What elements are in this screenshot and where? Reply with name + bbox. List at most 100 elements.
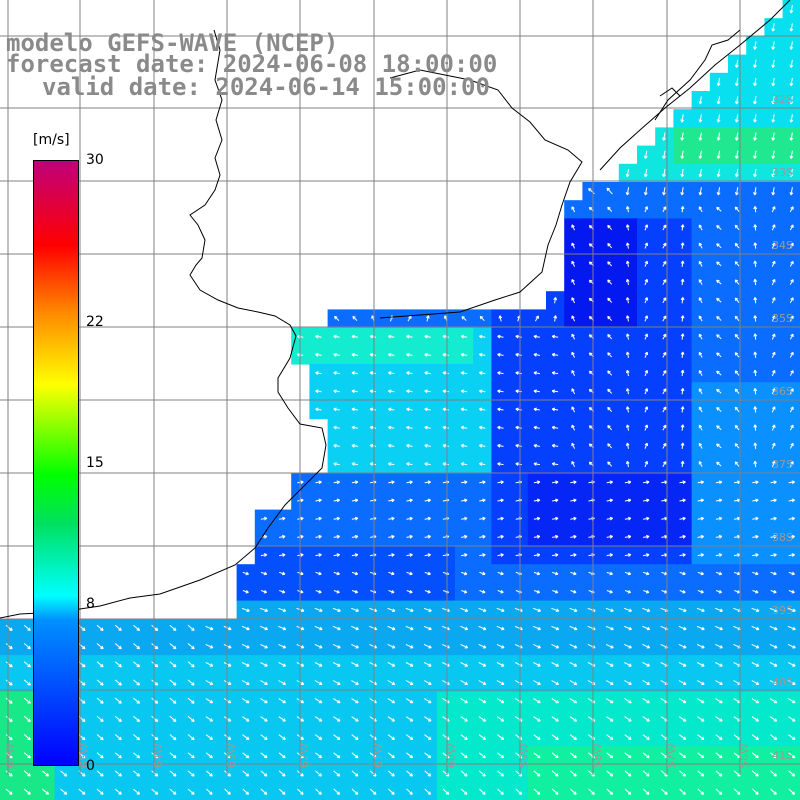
wind-arrow <box>387 425 395 430</box>
wind-arrow <box>571 242 576 249</box>
wind-arrow <box>478 407 486 412</box>
lat-label: 32S <box>772 93 793 106</box>
wind-arrow <box>716 243 722 249</box>
wind-arrow <box>644 351 649 358</box>
wind-arrow <box>496 680 505 685</box>
wind-arrow <box>442 352 449 357</box>
wind-arrow <box>315 352 322 357</box>
wind-arrow <box>715 680 723 685</box>
wind-arrow <box>333 734 341 740</box>
wind-arrow <box>96 788 104 795</box>
wind-arrow <box>478 770 486 777</box>
wind-arrow <box>241 643 250 649</box>
wind-arrow <box>753 260 758 267</box>
wind-arrow <box>533 716 541 722</box>
wind-arrow <box>662 260 667 267</box>
wind-arrow <box>96 697 104 704</box>
wind-arrow <box>624 680 632 685</box>
wind-arrow <box>715 643 723 649</box>
wind-arrow <box>644 206 649 213</box>
wind-arrow <box>753 406 758 413</box>
wind-arrow <box>442 788 450 795</box>
coastline <box>0 0 791 619</box>
wind-arrow <box>734 352 740 358</box>
wind-arrow <box>551 788 559 795</box>
wind-arrow <box>260 680 268 685</box>
wind-arrow <box>771 315 776 322</box>
wind-arrow <box>787 680 796 685</box>
wind-arrow <box>696 662 705 667</box>
wind-arrow <box>333 716 341 722</box>
wind-arrow <box>771 168 776 178</box>
wind-arrow <box>551 680 560 685</box>
wind-arrow <box>478 716 487 722</box>
wind-arrow <box>697 752 705 759</box>
wind-arrow <box>643 187 648 196</box>
wind-arrow <box>551 734 559 740</box>
wind-arrow <box>23 643 31 650</box>
wind-arrow <box>351 425 358 430</box>
wind-arrow <box>662 187 666 196</box>
wind-arrow <box>205 734 213 740</box>
wind-arrow <box>497 407 504 412</box>
wind-arrow <box>715 752 723 759</box>
wind-arrow <box>787 607 796 612</box>
wind-arrow <box>351 389 358 394</box>
wind-arrow <box>678 716 687 722</box>
wind-arrow <box>23 770 31 777</box>
wind-arrow <box>752 534 759 539</box>
wind-arrow <box>187 734 195 741</box>
wind-arrow <box>696 680 705 685</box>
wind-arrow <box>716 150 721 159</box>
wind-arrow <box>789 388 794 395</box>
wind-arrow <box>571 406 576 413</box>
wind-arrow <box>351 534 359 539</box>
wind-arrow <box>716 352 722 358</box>
wind-arrow <box>515 371 522 375</box>
wind-arrow <box>114 770 122 777</box>
coastline-path-brazil <box>599 0 791 171</box>
wind-arrow <box>789 442 794 449</box>
wind-arrow <box>624 752 632 759</box>
wind-arrow <box>715 589 723 594</box>
wind-arrow <box>114 643 122 650</box>
wind-arrow <box>78 788 86 795</box>
wind-arrow <box>406 553 413 557</box>
wind-arrow <box>644 260 649 267</box>
wind-arrow <box>771 260 776 267</box>
wind-arrow <box>278 662 287 667</box>
wind-arrow <box>315 480 322 485</box>
wind-arrow <box>789 351 794 358</box>
wind-arrow <box>643 480 650 485</box>
wind-arrow <box>606 534 614 539</box>
wind-arrow <box>698 279 703 285</box>
wind-arrow <box>697 553 705 557</box>
wind-arrow <box>662 370 667 376</box>
wind-arrow <box>789 96 794 105</box>
wind-arrow <box>279 553 286 557</box>
wind-arrow <box>679 571 686 576</box>
wind-arrow <box>551 334 559 339</box>
wind-arrow <box>680 424 685 431</box>
wind-arrow <box>387 352 395 357</box>
wind-arrow <box>478 662 487 667</box>
wind-arrow <box>496 662 505 667</box>
wind-arrow <box>478 752 486 759</box>
wind-arrow <box>752 571 759 576</box>
wind-arrow <box>624 625 632 631</box>
wind-arrow <box>369 352 377 357</box>
wind-arrow <box>644 460 649 468</box>
wind-arrow <box>662 224 667 231</box>
wind-arrow <box>569 680 578 685</box>
wind-arrow <box>788 752 796 759</box>
wind-arrow <box>23 697 31 704</box>
wind-arrow <box>551 625 560 631</box>
wind-arrow <box>789 187 794 196</box>
wind-arrow <box>533 770 541 777</box>
wind-arrow <box>771 41 776 50</box>
wind-arrow <box>570 480 577 485</box>
wind-arrow <box>351 680 359 685</box>
wind-arrow <box>606 589 613 594</box>
wind-arrow <box>533 407 540 412</box>
wind-arrow <box>551 443 559 448</box>
